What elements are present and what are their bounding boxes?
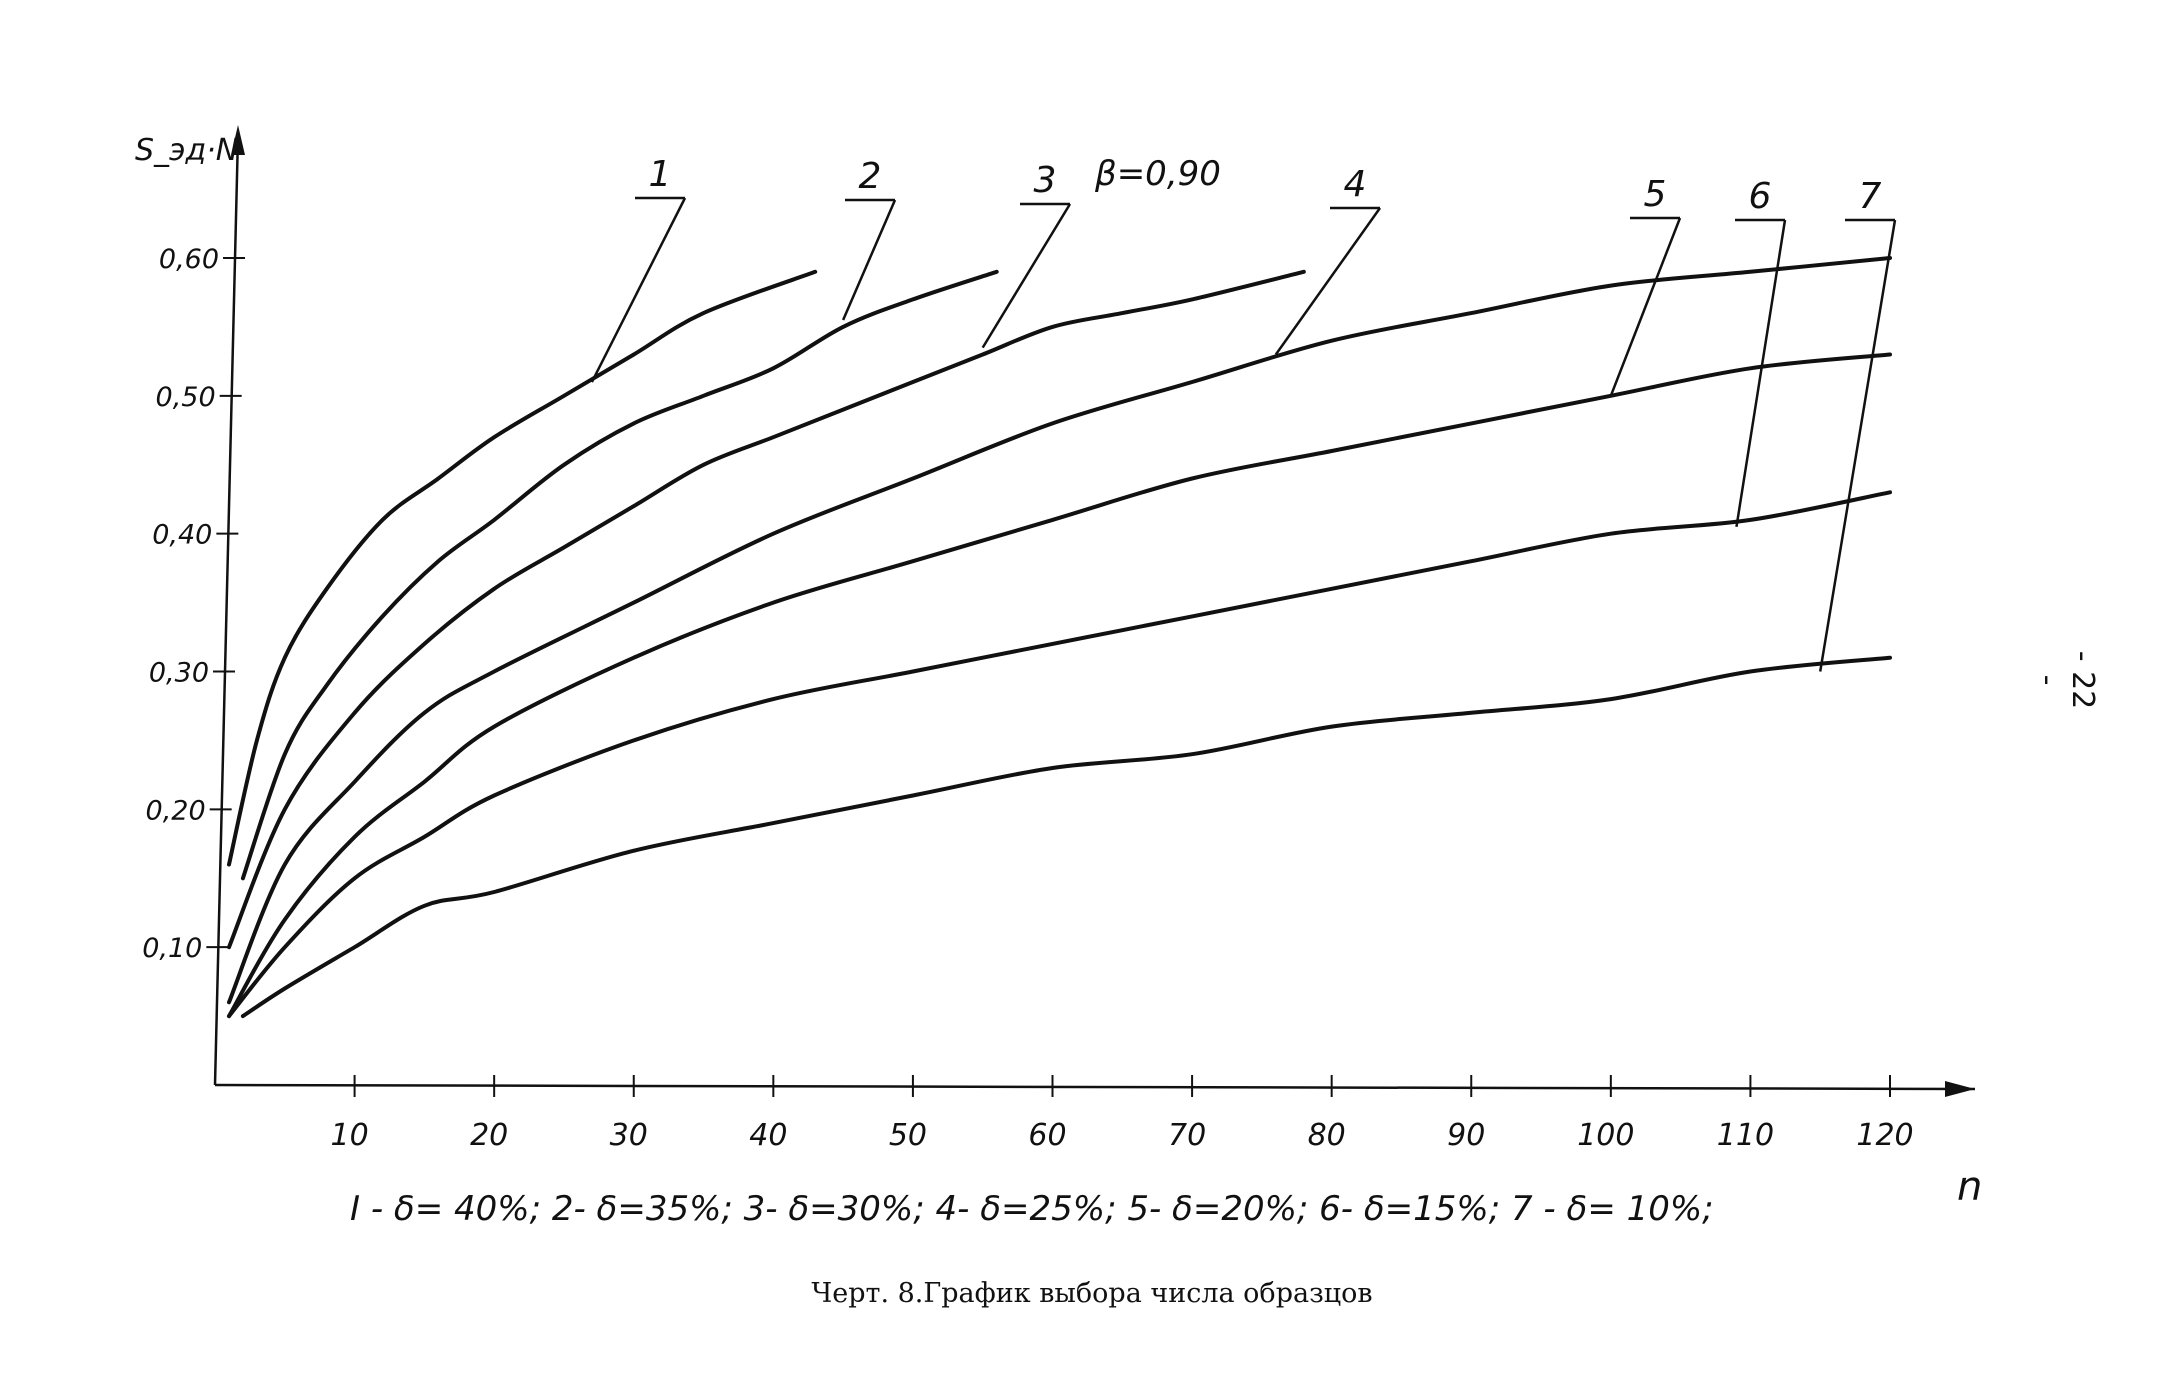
x-tick-label: 90 — [1447, 1118, 1485, 1153]
y-axis-arrow — [231, 125, 245, 155]
y-tick-label: 0,30 — [149, 658, 209, 689]
y-tick-label: 0,40 — [152, 520, 212, 551]
x-tick-label: 110 — [1717, 1118, 1774, 1153]
x-tick-label: 70 — [1168, 1118, 1206, 1153]
series-line-1 — [227, 269, 818, 867]
y-axis-label: S_эд·N — [135, 133, 238, 168]
axes: 10 20 30 40 50 60 70 80 90 100 110 120 0,10 0,20 0,30 0… — [142, 125, 1976, 1153]
x-tick-label: 10 — [330, 1118, 368, 1153]
x-tick-label: 100 — [1577, 1118, 1634, 1153]
x-axis-arrow — [1945, 1081, 1975, 1097]
x-axis-line — [214, 1083, 1976, 1091]
callout-label-2: 2 — [859, 156, 882, 197]
y-tick-label: 0,20 — [146, 795, 206, 826]
callout-leader-2 — [841, 199, 897, 321]
y-axis-line — [213, 134, 240, 1086]
callout-label-3: 3 — [1034, 160, 1057, 201]
callout-label-6: 6 — [1749, 176, 1772, 217]
series-line-5 — [227, 352, 1892, 1019]
curves — [227, 256, 1892, 1019]
series-line-7 — [240, 655, 1892, 1019]
callout-leader-3 — [981, 203, 1072, 349]
callout-leaders: 1 2 3 4 5 6 7 — [590, 154, 1897, 672]
y-tick-label: 0,60 — [159, 244, 219, 275]
y-tick-label: 0,50 — [156, 382, 216, 413]
callout-label-1: 1 — [649, 154, 672, 195]
series-line-6 — [227, 490, 1892, 1019]
callout-leader-7 — [1818, 219, 1897, 672]
series-line-2 — [240, 269, 999, 881]
callout-leader-4 — [1274, 207, 1382, 356]
x-tick-label: 60 — [1028, 1118, 1066, 1153]
callout-leader-6 — [1735, 219, 1787, 527]
x-tick-label: 50 — [889, 1118, 927, 1153]
callout-label-5: 5 — [1644, 174, 1667, 215]
y-tick-label: 0,10 — [142, 933, 202, 964]
beta-label: β=0,90 — [1094, 154, 1221, 194]
callout-label-4: 4 — [1344, 164, 1367, 205]
series-line-4 — [227, 256, 1892, 1005]
figure-caption: Черт. 8.График выбора числа образцов — [811, 1278, 1373, 1309]
x-tick-label: 40 — [749, 1118, 787, 1153]
legend-text: I - δ= 40%; 2- δ=35%; 3- δ=30%; 4- δ=25%… — [350, 1189, 1714, 1229]
callout-leader-1 — [590, 197, 687, 383]
callout-label-7: 7 — [1859, 176, 1882, 217]
series-line-3 — [227, 269, 1306, 950]
x-tick-label: 80 — [1308, 1118, 1346, 1153]
x-tick-label: 120 — [1856, 1118, 1913, 1153]
x-axis-label: n — [1957, 1164, 1982, 1210]
x-tick-label: 30 — [610, 1118, 648, 1153]
page-number: - 22 - — [2030, 650, 2100, 710]
x-tick-label: 20 — [470, 1118, 508, 1153]
callout-leader-5 — [1609, 217, 1682, 397]
